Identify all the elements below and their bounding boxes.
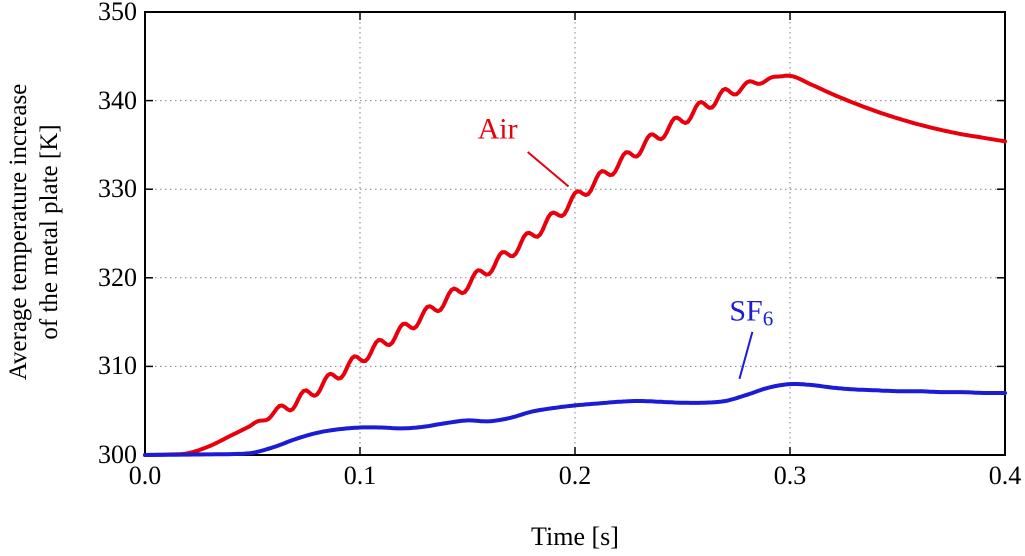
y-tick-label: 320 bbox=[98, 262, 137, 292]
series-label-sf6: SF6 bbox=[729, 295, 773, 332]
x-tick-label: 0.3 bbox=[773, 461, 807, 490]
plot-frame bbox=[144, 11, 1006, 456]
y-tick-label: 350 bbox=[98, 0, 137, 26]
series-label-sf6-sub: 6 bbox=[762, 306, 774, 331]
annotation-leader-air bbox=[527, 151, 570, 188]
series-line-Air bbox=[143, 73, 1007, 457]
series-label-air-text: Air bbox=[477, 112, 518, 146]
y-tick-label: 310 bbox=[98, 351, 137, 381]
x-axis-title: Time [s] bbox=[531, 522, 619, 551]
x-tick-labels: 0.0 0.1 0.2 0.3 0.4 bbox=[0, 461, 1025, 493]
x-tick-label: 0.2 bbox=[558, 461, 592, 490]
x-tick-label: 0.1 bbox=[343, 461, 377, 490]
series-label-sf6-text: SF bbox=[729, 294, 763, 328]
annotation-leader-sf6 bbox=[738, 331, 754, 380]
series-label-air: Air bbox=[478, 112, 518, 149]
y-tick-label: 330 bbox=[98, 174, 137, 204]
y-tick-label: 340 bbox=[98, 85, 137, 115]
y-tick-label: 300 bbox=[98, 440, 137, 469]
y-tick-labels: 300 310 320 330 340 350 bbox=[0, 0, 137, 556]
x-tick-label: 0.0 bbox=[128, 461, 162, 490]
series-line-SF6 bbox=[143, 382, 1007, 457]
x-tick-label: 0.4 bbox=[988, 461, 1022, 490]
